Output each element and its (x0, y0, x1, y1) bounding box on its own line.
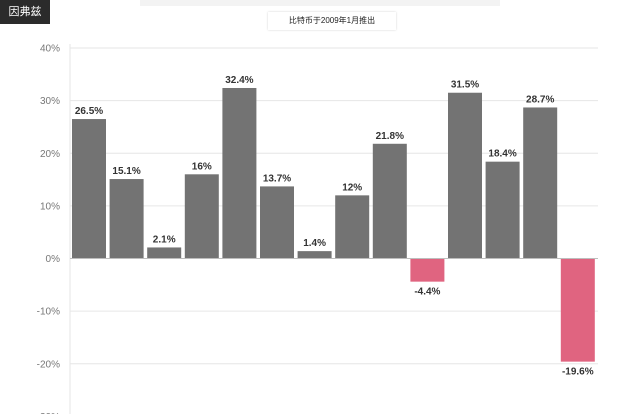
bar-value-label: 13.7% (263, 173, 291, 184)
bar-value-label: 1.4% (303, 238, 326, 249)
chart-subtitle: 比特币于2009年1月推出 (268, 12, 396, 30)
bar-value-label: 18.4% (488, 149, 516, 160)
y-tick-label: 10% (40, 201, 60, 212)
y-tick-label: -20% (37, 359, 60, 370)
bar-value-label: -19.6% (562, 367, 594, 378)
bar (560, 258, 595, 362)
bar (448, 92, 482, 259)
title-strip (140, 0, 500, 6)
bar (147, 247, 182, 259)
bar-value-label: 16% (192, 161, 212, 172)
bar (335, 195, 370, 259)
bar-value-label: 26.5% (75, 106, 103, 117)
bar-value-label: 21.8% (376, 131, 404, 142)
bar (222, 87, 257, 259)
bar (184, 174, 219, 259)
bar-value-label: 15.1% (112, 166, 140, 177)
bar (523, 107, 558, 259)
y-tick-label: -30% (37, 412, 60, 414)
bar-value-label: 28.7% (526, 94, 554, 105)
y-tick-label: -10% (37, 307, 60, 318)
bar-value-label: 31.5% (451, 80, 479, 91)
bar-value-label: 12% (342, 182, 362, 193)
bar (260, 186, 294, 259)
bar-value-label: -4.4% (414, 287, 440, 298)
y-tick-label: 30% (40, 96, 60, 107)
y-tick-label: 0% (46, 254, 61, 265)
bar (72, 119, 106, 259)
bar (297, 251, 332, 259)
bar (372, 143, 407, 259)
bar-value-label: 2.1% (153, 234, 176, 245)
bar (485, 161, 520, 259)
bar (410, 258, 445, 282)
y-tick-label: 20% (40, 149, 60, 160)
source-badge: 因弗兹 (0, 0, 50, 24)
bar-value-label: 32.4% (225, 75, 253, 86)
bar (109, 179, 144, 259)
y-tick-label: 40% (40, 44, 60, 55)
